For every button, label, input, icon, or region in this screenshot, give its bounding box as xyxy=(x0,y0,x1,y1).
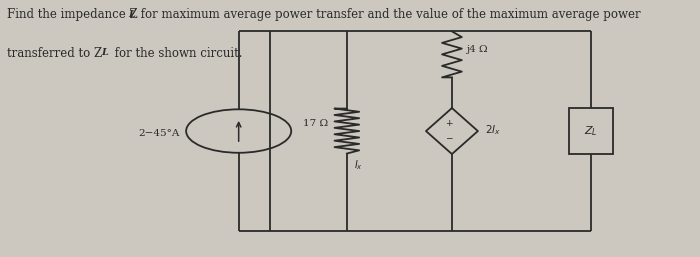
Text: 17 Ω: 17 Ω xyxy=(303,119,328,128)
Text: +: + xyxy=(445,120,453,128)
Text: for maximum average power transfer and the value of the maximum average power: for maximum average power transfer and t… xyxy=(136,8,640,21)
Text: L: L xyxy=(129,10,136,19)
Text: for the shown circuit.: for the shown circuit. xyxy=(111,47,242,60)
Text: Find the impedance Z: Find the impedance Z xyxy=(7,8,138,21)
Text: $2I_x$: $2I_x$ xyxy=(485,123,501,137)
Text: 2−45°A: 2−45°A xyxy=(139,129,180,138)
Text: −: − xyxy=(445,134,453,143)
Text: $Z_L$: $Z_L$ xyxy=(584,124,598,138)
Text: j4 Ω: j4 Ω xyxy=(466,45,487,54)
Text: transferred to Z: transferred to Z xyxy=(7,47,102,60)
Text: L: L xyxy=(102,48,108,57)
Text: $\mathit{I}_x$: $\mathit{I}_x$ xyxy=(354,159,363,172)
